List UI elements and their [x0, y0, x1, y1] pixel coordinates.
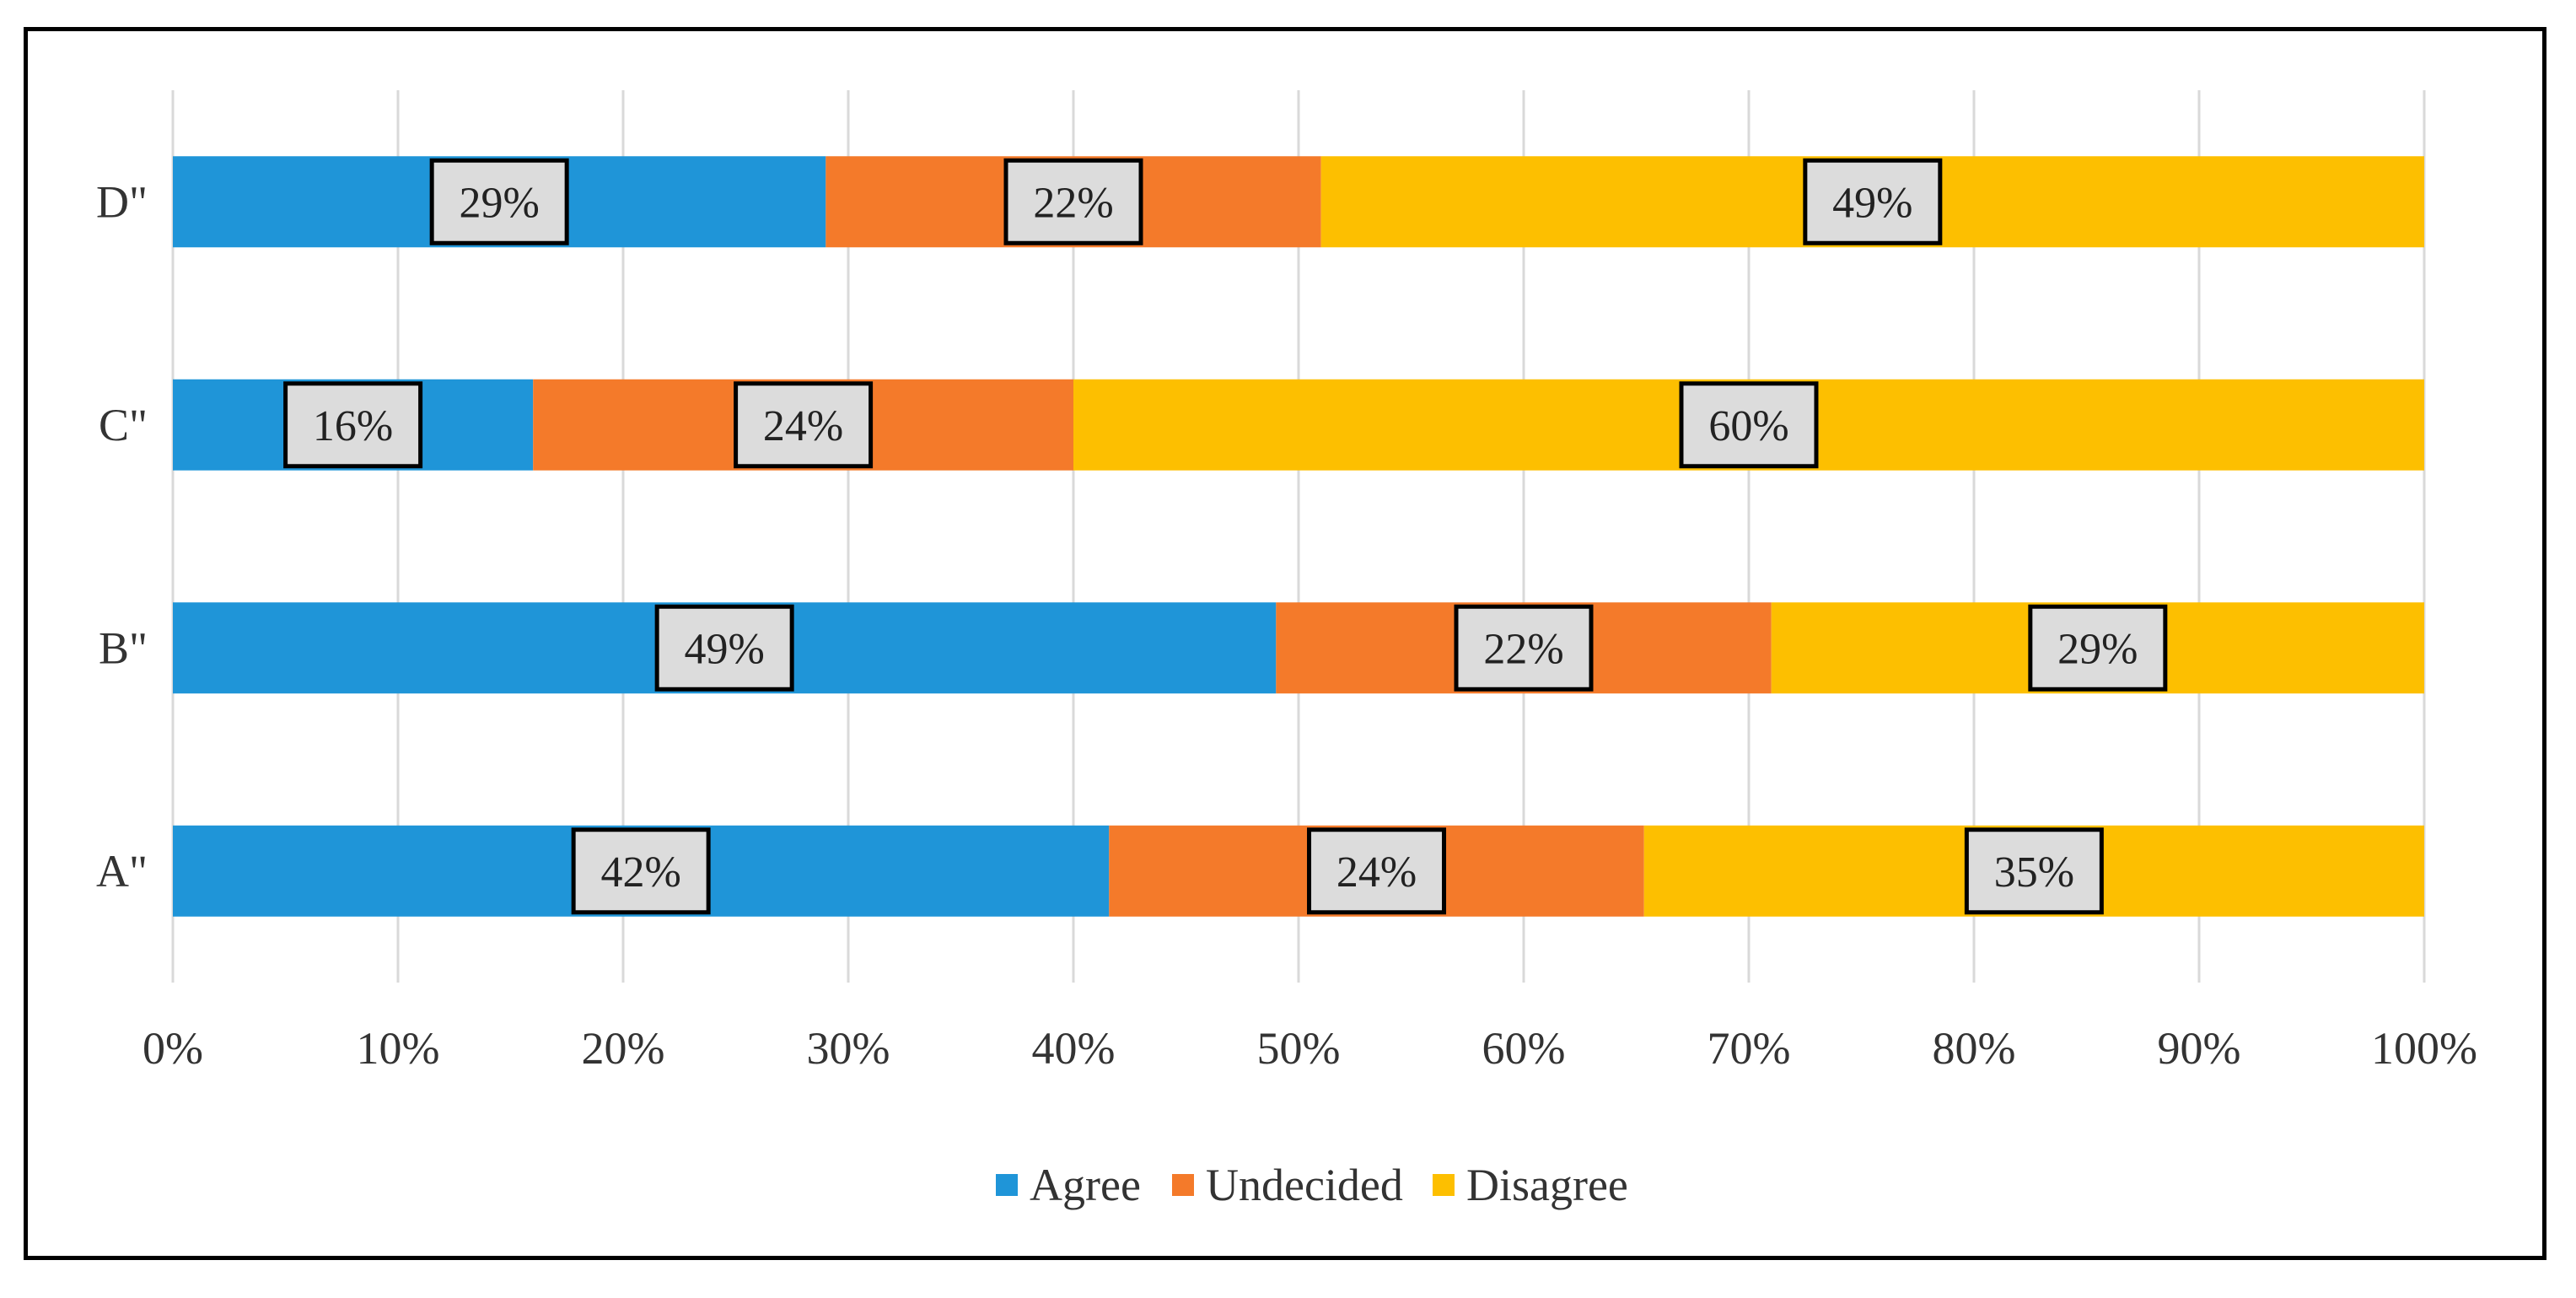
data-label: 16%: [313, 402, 393, 450]
data-label: 29%: [2057, 625, 2138, 673]
data-label: 22%: [1033, 179, 1113, 227]
x-tick-label: 50%: [1257, 1023, 1341, 1074]
data-label: 29%: [459, 179, 539, 227]
data-label: 35%: [1994, 848, 2074, 897]
data-label: 60%: [1708, 402, 1788, 450]
data-label-box: [654, 604, 794, 692]
x-tick-label: 60%: [1482, 1023, 1566, 1074]
data-label-box: [1307, 827, 1447, 915]
legend-label-disagree: Disagree: [1466, 1160, 1628, 1210]
data-label: 49%: [684, 625, 764, 673]
x-tick-label: 30%: [807, 1023, 890, 1074]
data-label-box: [1803, 158, 1943, 245]
x-tick-label: 20%: [582, 1023, 665, 1074]
x-tick-label: 40%: [1032, 1023, 1116, 1074]
category-label: D": [96, 176, 148, 227]
legend-label-agree: Agree: [1030, 1160, 1141, 1210]
legend-label-undecided: Undecided: [1206, 1160, 1403, 1210]
x-tick-label: 90%: [2158, 1023, 2241, 1074]
legend: Agree Undecided Disagree: [996, 1160, 1628, 1210]
data-label-box: [1003, 158, 1143, 245]
data-label-box: [734, 381, 874, 469]
data-label-box: [571, 827, 711, 915]
data-labels: 42% 24% 35% 49% 22% 29% 16% 24% 60% 29% 22% 49%: [283, 158, 2168, 915]
legend-swatch-disagree: [1433, 1174, 1455, 1196]
x-tick-label: 70%: [1707, 1023, 1791, 1074]
data-label: 42%: [600, 848, 680, 897]
legend-swatch-undecided: [1172, 1174, 1194, 1196]
category-label: C": [99, 400, 148, 450]
data-label: 49%: [1832, 179, 1912, 227]
data-label-box: [2028, 604, 2168, 692]
x-axis: 0% 10% 20% 30% 40% 50% 60% 70% 80% 90% 100%: [143, 1023, 2477, 1074]
data-label-box: [1964, 827, 2104, 915]
x-tick-label: 80%: [1933, 1023, 2016, 1074]
y-axis: A" B" C" D": [96, 176, 148, 897]
x-tick-label: 10%: [357, 1023, 440, 1074]
category-label: A": [96, 846, 148, 897]
stacked-bar-chart: 42% 24% 35% 49% 22% 29% 16% 24% 60% 29% 22% 49% 0% 1…: [96, 90, 2477, 1210]
data-label: 24%: [1336, 848, 1417, 897]
x-tick-label: 100%: [2371, 1023, 2477, 1074]
data-label-box: [1679, 381, 1819, 469]
x-tick-label: 0%: [143, 1023, 203, 1074]
chart-frame: 42% 24% 35% 49% 22% 29% 16% 24% 60% 29% 22% 49% 0% 1…: [24, 27, 2546, 1260]
category-label: B": [99, 622, 148, 673]
data-label: 24%: [763, 402, 843, 450]
data-label-box: [1454, 604, 1594, 692]
legend-swatch-agree: [996, 1174, 1018, 1196]
data-label-box: [283, 381, 423, 469]
data-label: 22%: [1483, 625, 1563, 673]
data-label-box: [429, 158, 569, 245]
